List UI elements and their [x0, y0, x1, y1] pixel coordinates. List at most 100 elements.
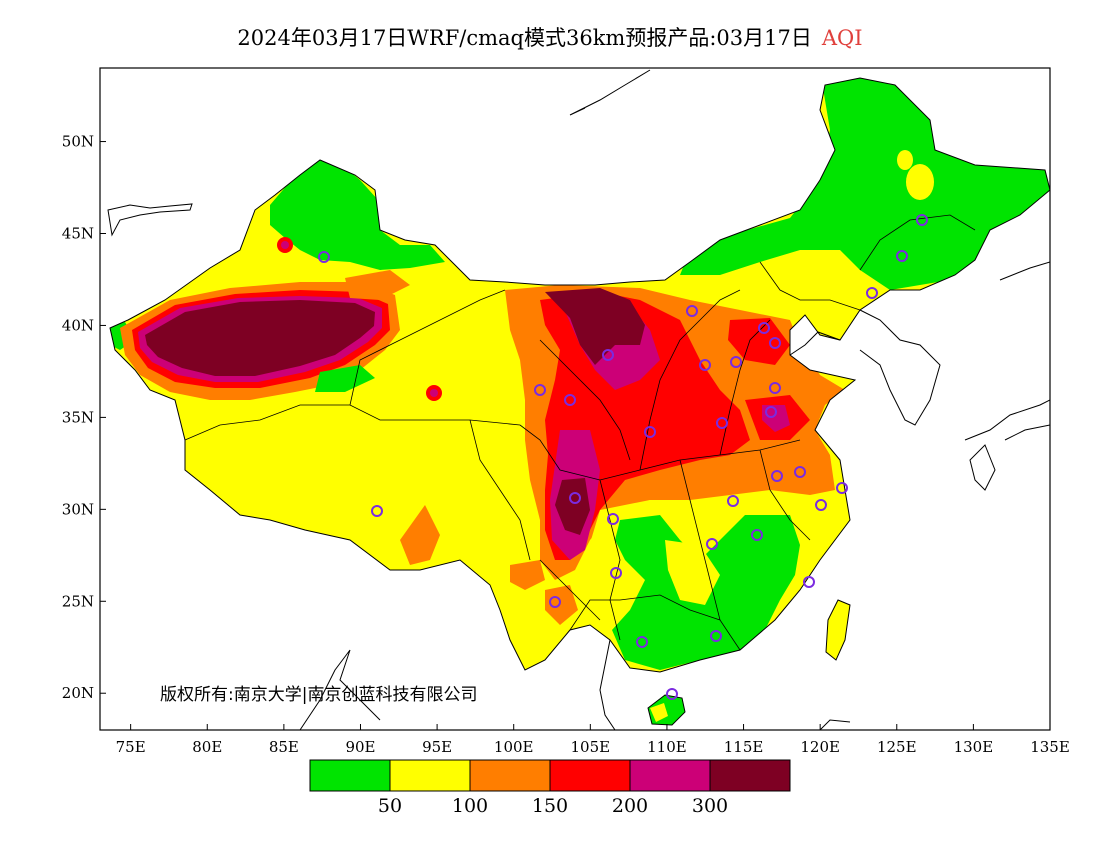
city-marker	[794, 466, 806, 478]
aqi-good-qaidam	[315, 365, 375, 392]
aqi-hotspot-urumqi-core	[281, 241, 289, 249]
lon-tick-label: 135E	[1030, 738, 1070, 756]
legend-swatch	[389, 759, 471, 792]
legend-label: 200	[612, 795, 648, 817]
city-marker	[758, 322, 770, 334]
lat-tick-label: 30N	[62, 500, 94, 518]
city-marker	[699, 359, 711, 371]
lon-tick-label: 110E	[647, 738, 687, 756]
city-marker	[564, 394, 576, 406]
city-marker	[836, 482, 848, 494]
aqi-hazardous-sichuan	[555, 478, 590, 535]
legend-swatch	[629, 759, 711, 792]
city-marker	[751, 529, 763, 541]
city-marker	[666, 688, 678, 700]
legend-swatch	[469, 759, 551, 792]
city-marker	[803, 576, 815, 588]
lat-tick-label: 20N	[62, 684, 94, 702]
title-main: 2024年03月17日WRF/cmaq模式36km预报产品:03月17日	[237, 26, 812, 50]
city-marker	[815, 499, 827, 511]
lat-tick-label: 50N	[62, 133, 94, 151]
aqi-good-north-xinjiang	[270, 155, 445, 270]
aqi-moderate-spot-ne2	[897, 150, 913, 170]
city-marker	[771, 470, 783, 482]
lon-tick-label: 120E	[800, 738, 840, 756]
lon-tick-label: 75E	[116, 738, 146, 756]
city-marker	[549, 596, 561, 608]
province-lines	[184, 214, 976, 651]
se-asia-coast-2	[819, 719, 851, 730]
lon-tick-label: 90E	[345, 738, 375, 756]
japan-coast	[964, 399, 1050, 491]
boundaries	[107, 69, 1050, 730]
city-markers	[318, 214, 928, 700]
city-marker	[706, 538, 718, 550]
aqi-hazardous-tarim	[145, 300, 375, 376]
city-marker	[607, 513, 619, 525]
aqi-hotspot-qinghai-core	[430, 389, 438, 397]
city-marker	[916, 214, 928, 226]
city-marker	[534, 384, 546, 396]
aqi-unhealthy-north-china	[728, 318, 790, 365]
sakhalin-coast	[999, 261, 1050, 281]
lon-tick-label: 125E	[877, 738, 917, 756]
aqi-usg-southwest	[510, 560, 545, 590]
legend-swatch	[309, 759, 391, 792]
lat-tick-label: 25N	[62, 592, 94, 610]
title-variable: AQI	[821, 26, 863, 50]
legend-swatch	[549, 759, 631, 792]
city-marker	[769, 382, 781, 394]
city-marker	[569, 492, 581, 504]
city-marker	[371, 505, 383, 517]
lat-tick-label: 45N	[62, 225, 94, 243]
aqi-usg-qaidam	[345, 270, 410, 300]
lon-tick-label: 130E	[954, 738, 994, 756]
aqi-very-unhealthy-shandong	[762, 405, 790, 432]
city-marker	[765, 406, 777, 418]
lon-tick-label: 100E	[494, 738, 534, 756]
city-marker	[710, 630, 722, 642]
sea-coast-vietnam	[599, 639, 616, 730]
city-marker	[602, 349, 614, 361]
legend-swatch	[709, 759, 791, 792]
aqi-usg-yunnan	[400, 505, 440, 565]
map-title: 2024年03月17日WRF/cmaq模式36km预报产品:03月17日 AQI	[0, 22, 1100, 52]
lat-tick-label: 35N	[62, 408, 94, 426]
aqi-usg-guangxi	[545, 585, 578, 625]
lon-tick-label: 95E	[422, 738, 452, 756]
aqi-moderate-spot-ne	[906, 164, 934, 200]
city-marker	[610, 567, 622, 579]
lon-tick-label: 85E	[269, 738, 299, 756]
legend-label: 150	[532, 795, 568, 817]
legend-label: 50	[378, 795, 402, 817]
aqi-moderate-south-patch	[665, 540, 720, 605]
aqi-good-northeast	[680, 78, 1050, 290]
bohai-coast	[789, 331, 841, 356]
russia-lake-coast	[569, 69, 651, 116]
korea-coast	[859, 309, 941, 426]
city-marker	[769, 337, 781, 349]
indochina-coast	[299, 649, 381, 730]
map-frame	[99, 67, 1051, 731]
city-marker	[318, 251, 330, 263]
city-marker	[866, 287, 878, 299]
city-marker	[636, 636, 648, 648]
city-marker	[730, 356, 742, 368]
latitude-axis: 20N 25N 30N 35N 40N 45N 50N	[62, 133, 106, 702]
legend-label: 100	[452, 795, 488, 817]
taiwan-island	[825, 599, 851, 661]
lon-tick-label: 105E	[571, 738, 611, 756]
lon-tick-label: 80E	[192, 738, 222, 756]
city-marker	[686, 305, 698, 317]
aqi-hazardous-ordos	[545, 288, 645, 365]
kazakh-lake-coast	[107, 203, 193, 237]
copyright-notice: 版权所有:南京大学|南京创蓝科技有限公司	[160, 685, 478, 705]
city-marker	[727, 495, 739, 507]
city-marker	[896, 250, 908, 262]
lat-tick-label: 40N	[62, 316, 94, 334]
lon-tick-label: 115E	[724, 738, 764, 756]
hainan-moderate	[650, 703, 668, 722]
aqi-legend: 50 100 150 200 300	[309, 759, 791, 817]
longitude-axis: 75E 80E 85E 90E 95E 100E 105E 110E 115E 120E 125E 1…	[116, 724, 1070, 756]
